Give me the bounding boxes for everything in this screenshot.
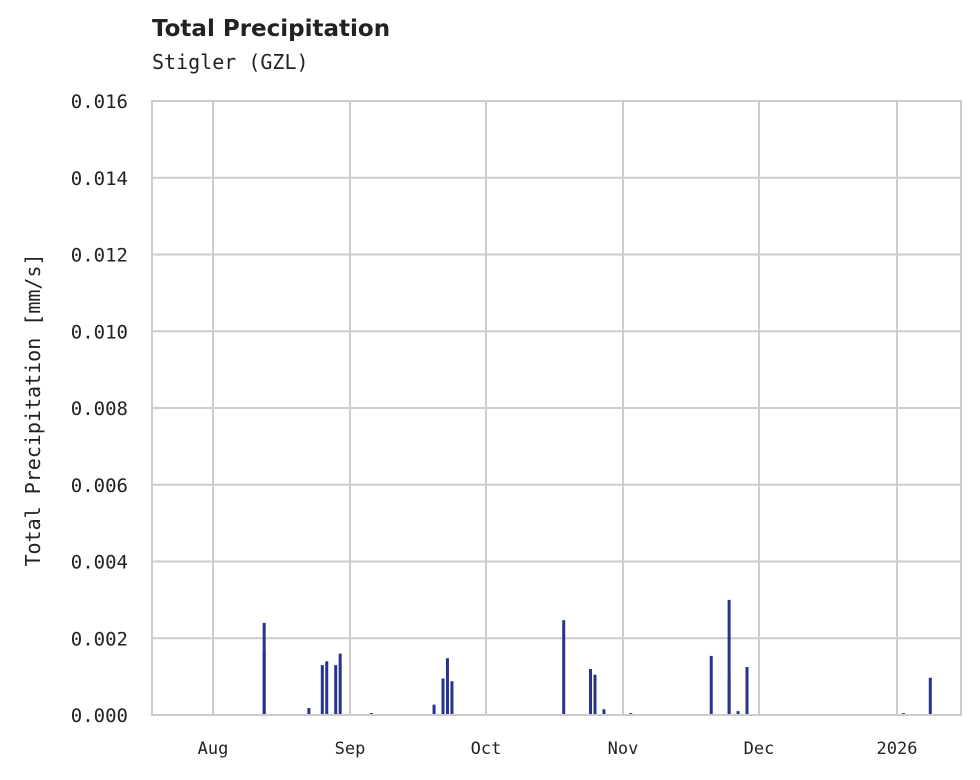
- y-tick-label: 0.014: [71, 168, 128, 190]
- y-tick-label: 0.008: [71, 398, 128, 420]
- precip-spike: [727, 677, 731, 715]
- precip-spike: [325, 661, 329, 715]
- plot-frame: [151, 100, 962, 716]
- y-tick-label: 0.002: [71, 628, 128, 650]
- precip-spike: [589, 668, 593, 715]
- precip-spike: [450, 681, 454, 715]
- chart-title: Total Precipitation: [152, 16, 391, 42]
- precip-spike: [307, 708, 311, 715]
- precip-spike: [562, 620, 566, 715]
- y-tick-label: 0.000: [71, 705, 128, 727]
- precip-spike: [441, 678, 445, 715]
- precip-spike: [334, 665, 338, 715]
- x-tick-label: Nov: [608, 739, 639, 759]
- y-tick-label: 0.004: [71, 552, 128, 574]
- x-tick-label: Oct: [471, 739, 502, 759]
- precip-spike: [338, 653, 342, 715]
- y-axis-ticks: 0.000 0.002 0.004 0.006 0.008 0.010 0.012 0.014…: [71, 91, 128, 727]
- x-axis-ticks: Aug Sep Oct Nov Dec 2026: [198, 739, 918, 759]
- precip-spike: [262, 622, 266, 715]
- precip-spike: [736, 711, 740, 715]
- precip-spike: [745, 667, 749, 715]
- x-tick-label: 2026: [877, 739, 918, 759]
- x-tick-label: Aug: [198, 739, 229, 759]
- precip-spike: [709, 655, 713, 715]
- precip-spike: [593, 674, 597, 715]
- precip-spike: [320, 665, 324, 715]
- y-tick-label: 0.010: [71, 321, 128, 343]
- precip-spike: [432, 704, 436, 715]
- precip-spike: [602, 709, 606, 715]
- y-tick-label: 0.012: [71, 245, 128, 267]
- y-tick-label: 0.016: [71, 91, 128, 113]
- gridlines: [152, 100, 961, 716]
- x-tick-label: Sep: [335, 739, 366, 759]
- chart-subtitle: Stigler (GZL): [152, 50, 309, 74]
- precip-spike: [928, 677, 932, 715]
- y-tick-label: 0.006: [71, 475, 128, 497]
- precip-spike: [445, 658, 449, 715]
- precipitation-series: [262, 599, 932, 715]
- x-tick-label: Dec: [744, 739, 775, 759]
- y-axis-label: Total Precipitation [mm/s]: [21, 253, 45, 566]
- precip-spike: [727, 599, 731, 715]
